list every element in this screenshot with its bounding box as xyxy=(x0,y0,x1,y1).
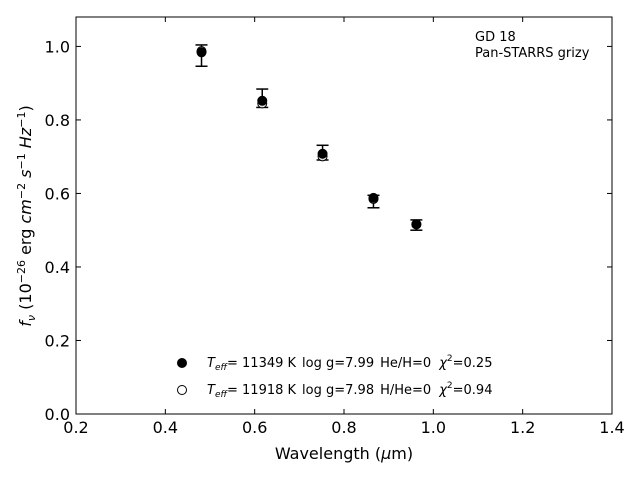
y-tick-label: 0.8 xyxy=(45,111,70,130)
x-axis-label: Wavelength (μm) xyxy=(275,444,413,463)
y-tick-label: 1.0 xyxy=(45,37,70,56)
model-point-filled xyxy=(257,95,268,106)
x-tick-label: 1.4 xyxy=(599,418,624,437)
axis-ticks: 0.2 0.4 0.6 0.8 1.0 1.2 1.40.00.20.40.60.81.0 xyxy=(45,17,625,437)
model-point-filled xyxy=(317,148,328,159)
data-markers xyxy=(196,46,422,230)
error-bars xyxy=(195,44,423,231)
annotation-survey: Pan-STARRS grizy xyxy=(475,46,590,61)
x-tick-label: 1.2 xyxy=(510,418,535,437)
x-tick-label: 0.8 xyxy=(331,418,356,437)
x-tick-label: 0.6 xyxy=(242,418,267,437)
x-tick-label: 1.0 xyxy=(421,418,446,437)
x-tick-label: 0.2 xyxy=(63,418,88,437)
model-point-filled xyxy=(368,192,379,203)
y-axis-label: fν (10−26 erg cm−2 s−1 Hz−1) xyxy=(15,105,38,326)
model-point-filled xyxy=(411,219,422,230)
y-tick-label: 0.0 xyxy=(45,405,70,424)
annotation-star-name: GD 18 xyxy=(475,30,516,45)
legend-marker-filled xyxy=(177,358,187,368)
y-tick-label: 0.6 xyxy=(45,184,70,203)
y-tick-label: 0.2 xyxy=(45,331,70,350)
x-tick-label: 0.4 xyxy=(153,418,178,437)
y-tick-label: 0.4 xyxy=(45,258,70,277)
legend-marker-open xyxy=(177,385,187,395)
model-point-filled xyxy=(196,47,207,58)
plot-frame xyxy=(75,16,613,415)
